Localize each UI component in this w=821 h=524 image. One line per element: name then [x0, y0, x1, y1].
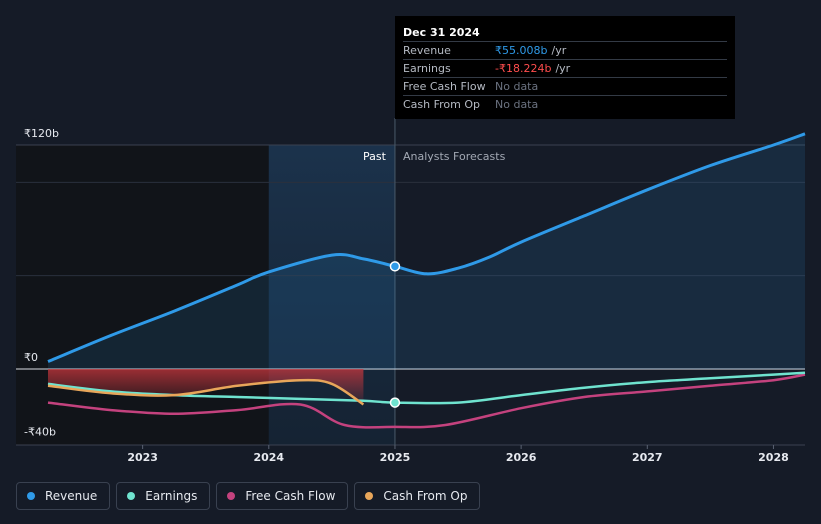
highlight-region: [268, 145, 395, 445]
tooltip-value: ₹55.008b: [495, 44, 548, 57]
revenue-dot-icon: [27, 492, 35, 500]
x-tick-label: 2026: [506, 451, 537, 464]
tooltip-row-free-cash-flow: Free Cash Flow No data: [403, 77, 727, 95]
tooltip-label: Earnings: [403, 62, 451, 75]
revenue-line: [47, 132, 806, 363]
legend-label: Cash From Op: [383, 489, 468, 503]
cash-from-op-area: [48, 369, 364, 405]
x-tick-label: 2025: [380, 451, 411, 464]
x-tick-label: 2027: [632, 451, 663, 464]
tooltip-row-cash-from-op: Cash From Op No data: [403, 95, 727, 113]
tooltip-label: Cash From Op: [403, 98, 481, 111]
tooltip: Dec 31 2024 Revenue ₹55.008b /yr Earning…: [395, 16, 735, 119]
y-tick-label: ₹0: [24, 351, 38, 364]
revenue-area: [48, 133, 805, 369]
revenue-marker: [389, 261, 401, 272]
tooltip-value: -₹18.224b: [495, 62, 552, 75]
tooltip-row-earnings: Earnings -₹18.224b /yr: [403, 59, 727, 77]
forecast-label: Analysts Forecasts: [403, 150, 506, 163]
earnings-dot-icon: [127, 492, 136, 500]
tooltip-date: Dec 31 2024: [403, 26, 480, 39]
legend-item-cash-from-op[interactable]: Cash From Op: [354, 482, 481, 510]
cash-from-op-line: [47, 378, 365, 406]
tooltip-value: No data: [495, 80, 539, 93]
legend-label: Revenue: [45, 489, 98, 503]
tooltip-label: Revenue: [403, 44, 451, 57]
legend-item-free-cash-flow[interactable]: Free Cash Flow: [216, 482, 349, 510]
tooltip-label: Free Cash Flow: [403, 80, 486, 93]
x-tick-label: 2023: [127, 451, 158, 464]
earnings-marker: [389, 397, 401, 408]
y-tick-label: ₹120b: [24, 127, 59, 140]
legend: Revenue Earnings Free Cash Flow Cash Fro…: [16, 482, 481, 510]
tooltip-row-revenue: Revenue ₹55.008b /yr: [403, 41, 727, 59]
free-cash-flow-line: [47, 373, 806, 429]
past-label: Past: [363, 150, 387, 163]
x-tick-label: 2024: [253, 451, 284, 464]
y-tick-label: -₹40b: [24, 426, 56, 439]
legend-item-earnings[interactable]: Earnings: [116, 482, 211, 510]
tooltip-value: No data: [495, 98, 539, 111]
legend-item-revenue[interactable]: Revenue: [16, 482, 111, 510]
free-cash-flow-dot-icon: [227, 492, 236, 500]
tooltip-unit: /yr: [555, 62, 571, 75]
x-tick-label: 2028: [758, 451, 789, 464]
cash-from-op-dot-icon: [365, 492, 374, 500]
tooltip-unit: /yr: [551, 44, 567, 57]
legend-label: Free Cash Flow: [245, 489, 336, 503]
legend-label: Earnings: [145, 489, 198, 503]
